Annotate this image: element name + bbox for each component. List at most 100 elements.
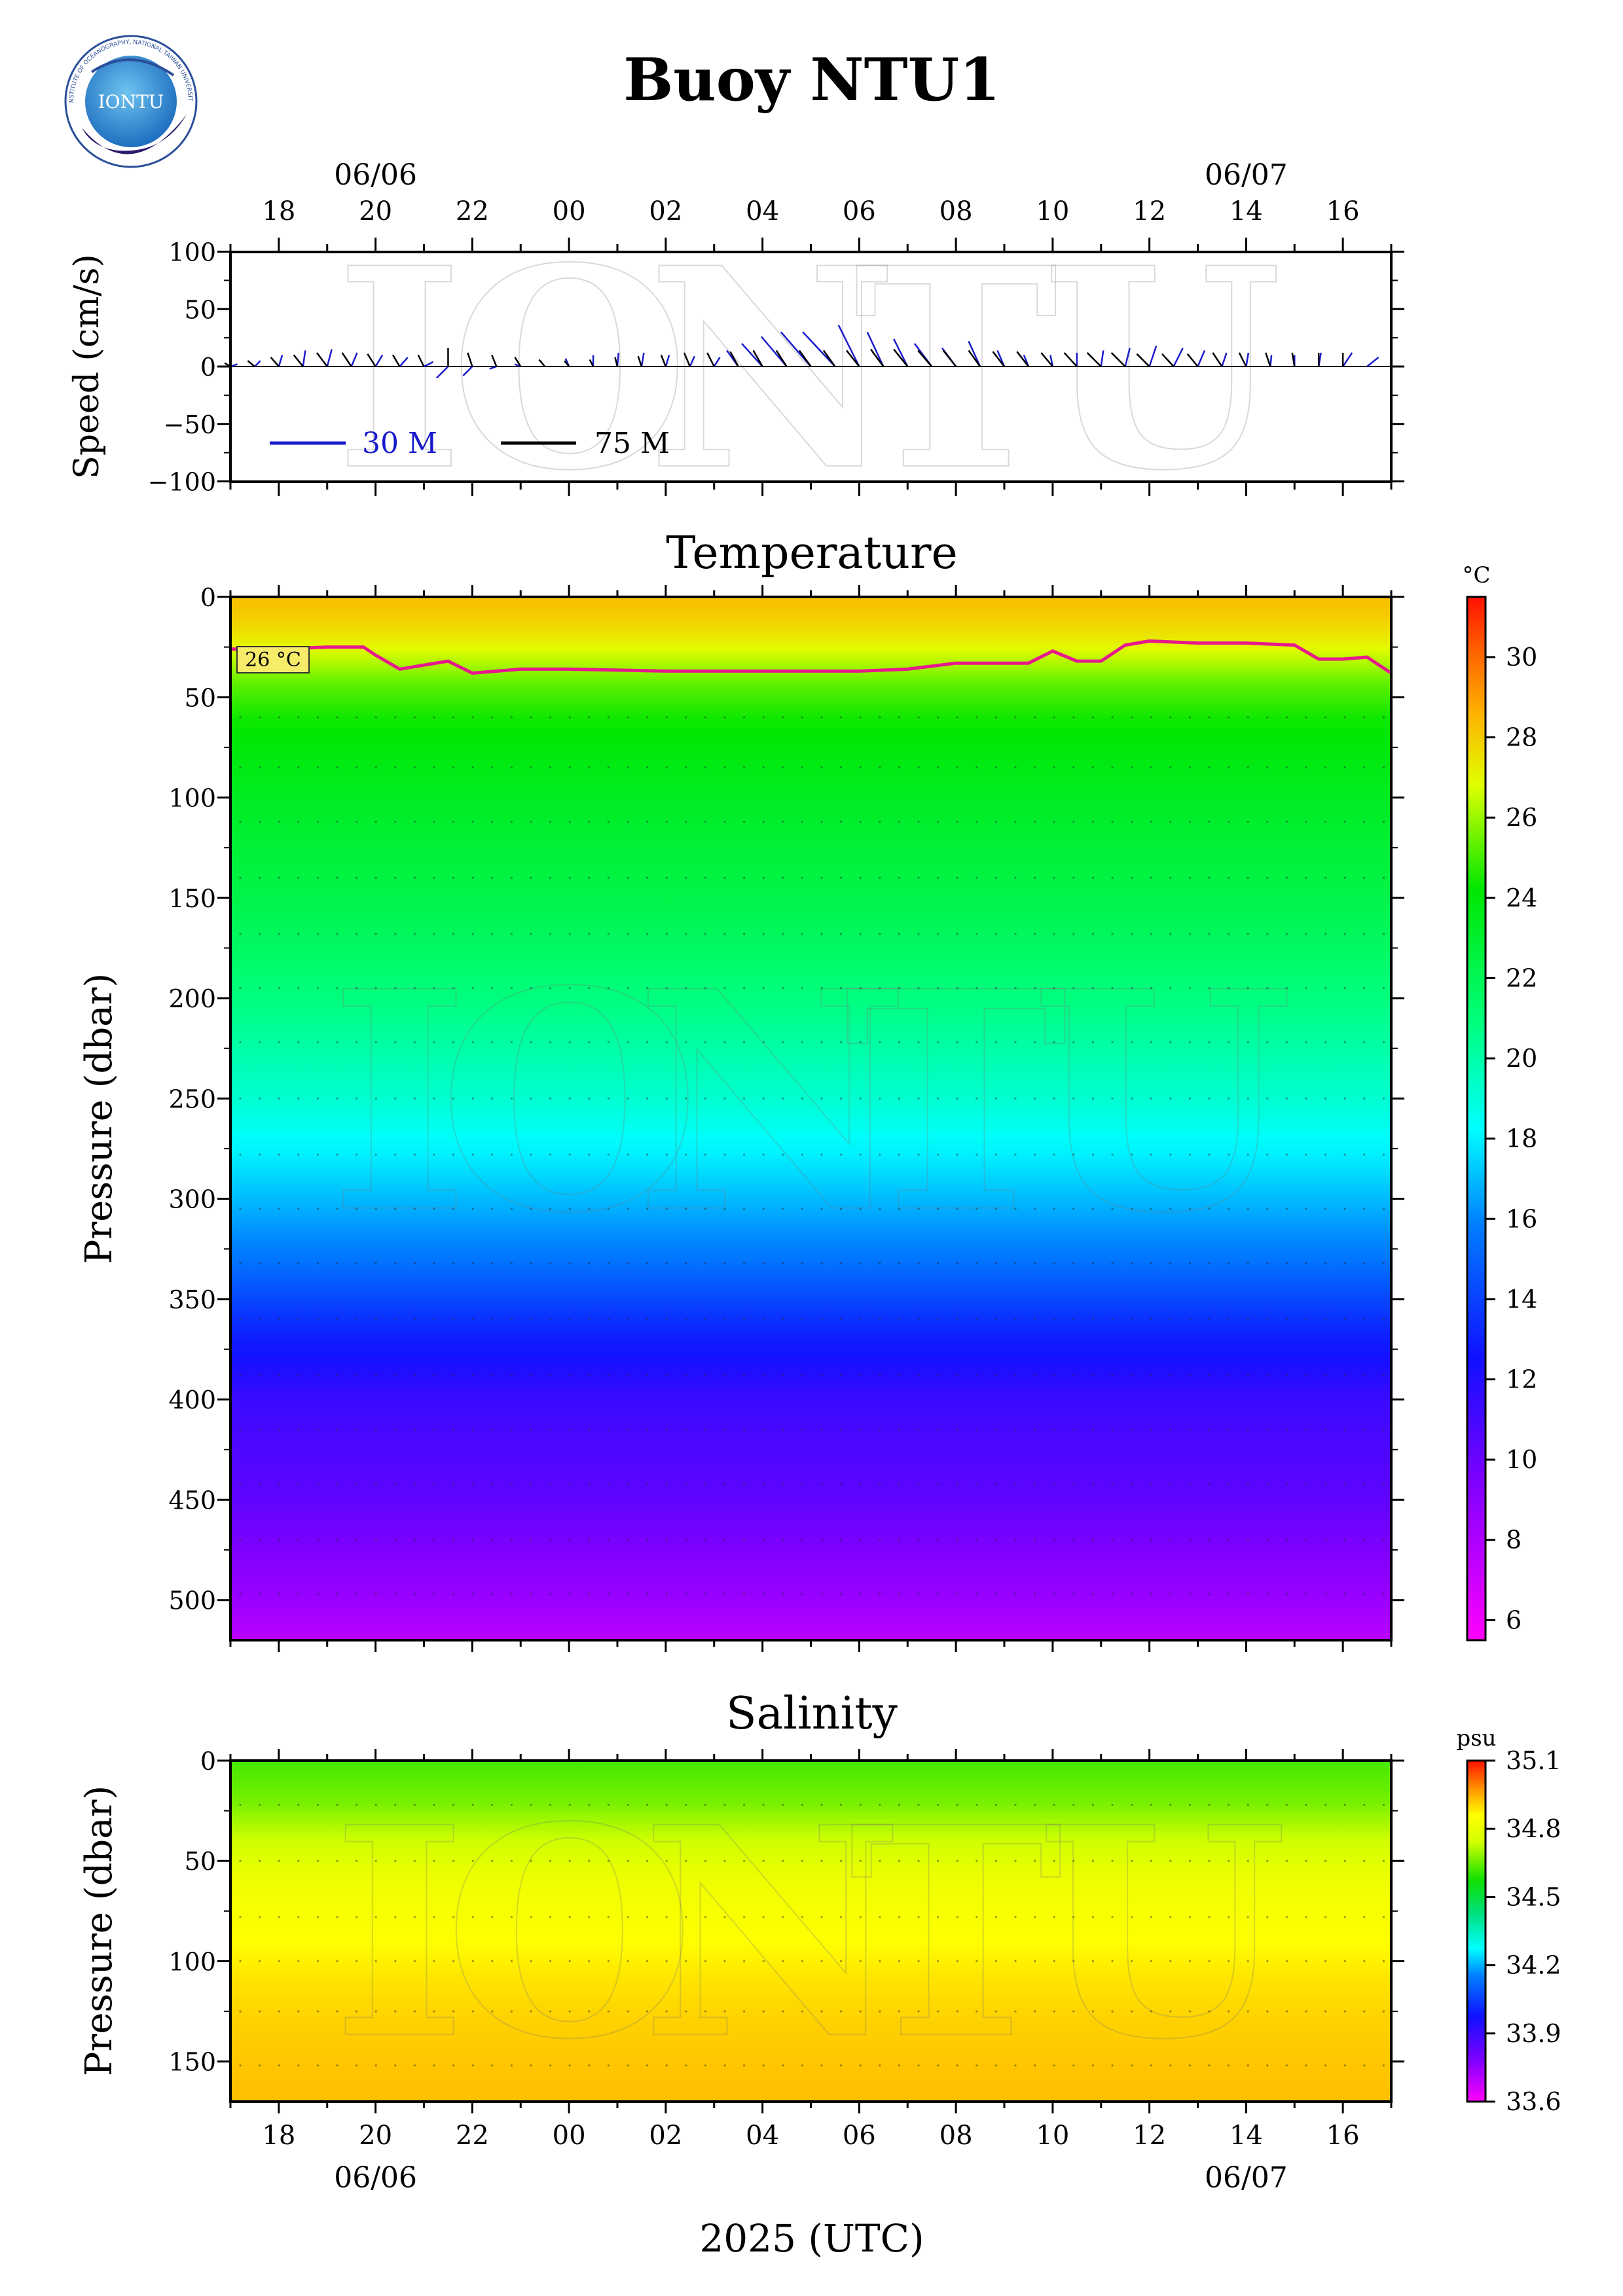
temperature-colorbar-tick: 28 (1506, 723, 1537, 752)
watermark-letter: O (439, 926, 701, 1280)
temperature-colorbar-tick: 10 (1506, 1445, 1537, 1474)
current-stick-75m (1186, 353, 1199, 367)
current-stick-75m (846, 350, 860, 367)
y-tick-label: 200 (168, 984, 216, 1013)
watermark-letter: U (1030, 926, 1293, 1280)
y-tick-label: 50 (185, 295, 216, 324)
current-stick-30m (1197, 350, 1206, 367)
current-stick-30m (802, 331, 836, 367)
bottom-hour-tick-label: 00 (553, 2121, 586, 2151)
current-stick-30m (741, 343, 763, 367)
current-stick-75m (514, 357, 522, 367)
current-stick-75m (637, 355, 643, 367)
speed-sticks (224, 325, 1379, 379)
current-stick-30m (1148, 346, 1158, 367)
current-stick-75m (660, 354, 667, 367)
bottom-date-label: 06/07 (1205, 2161, 1288, 2195)
current-stick-75m (293, 354, 304, 367)
top-date-label: 06/06 (334, 158, 417, 192)
current-stick-75m (491, 354, 498, 367)
current-stick-30m (1100, 350, 1104, 367)
temperature-colorbar-tick: 24 (1506, 884, 1537, 912)
current-stick-75m (467, 352, 473, 367)
y-tick-label: −100 (148, 468, 216, 497)
current-stick-75m (564, 360, 570, 367)
current-stick-75m (1040, 352, 1053, 367)
speed-watermark: IONTU (335, 208, 1283, 532)
figure-title: Buoy NTU1 (623, 45, 1000, 115)
temperature-colorbar-tick: 6 (1506, 1605, 1522, 1634)
temperature-colorbar-tick: 18 (1506, 1124, 1537, 1153)
temperature-title: Temperature (666, 528, 958, 579)
temperature-colorbar-tick: 20 (1506, 1044, 1537, 1073)
current-stick-30m (689, 355, 695, 367)
current-stick-75m (1265, 352, 1271, 367)
current-stick-30m (893, 338, 909, 367)
salinity-watermark: IONTU (331, 1763, 1288, 2103)
current-stick-75m (706, 352, 715, 367)
current-stick-30m (1049, 355, 1054, 367)
temperature-colorbar-unit: °C (1462, 562, 1490, 588)
current-stick-30m (837, 325, 860, 367)
y-tick-label: 150 (168, 884, 216, 913)
current-stick-75m (247, 360, 255, 367)
isotherm-label-text: 26 °C (245, 649, 301, 672)
y-tick-label: 300 (168, 1185, 216, 1214)
current-stick-30m (326, 349, 333, 367)
y-tick-label: 400 (168, 1386, 216, 1414)
watermark-letter: O (450, 209, 689, 531)
current-stick-75m (683, 352, 691, 367)
top-hour-tick-label: 12 (1133, 196, 1166, 226)
current-stick-75m (775, 350, 788, 367)
current-stick-30m (302, 350, 306, 367)
watermark-letter: T (848, 1764, 1063, 2102)
y-tick-label: −50 (164, 410, 216, 439)
salinity-sample-dots (239, 1803, 1385, 2067)
top-hour-tick-label: 06 (843, 196, 876, 226)
current-stick-30m (489, 365, 497, 370)
current-stick-30m (1124, 348, 1131, 367)
current-stick-75m (752, 350, 763, 367)
bottom-hour-tick-label: 20 (359, 2121, 392, 2151)
top-hour-tick-label: 04 (746, 196, 779, 226)
watermark-letter: T (854, 209, 1059, 531)
y-tick-label: 100 (168, 238, 216, 267)
top-hour-tick-label: 20 (359, 196, 392, 226)
current-stick-75m (341, 352, 352, 367)
salinity-field (230, 1761, 1391, 2102)
salinity-colorbar-unit: psu (1456, 1725, 1496, 1751)
bottom-hour-tick-label: 08 (939, 2121, 973, 2151)
salinity-colorbar-tick: 34.2 (1506, 1951, 1561, 1980)
watermark-letter: I (335, 209, 464, 531)
top-hour-tick-label: 16 (1326, 196, 1360, 226)
current-stick-75m (614, 357, 619, 367)
current-stick-30m (254, 360, 261, 367)
current-stick-75m (822, 350, 836, 367)
current-stick-30m (374, 354, 384, 367)
watermark-letter: U (1042, 209, 1282, 531)
current-stick-75m (729, 351, 739, 367)
current-stick-75m (942, 350, 957, 367)
current-stick-75m (798, 350, 812, 367)
current-stick-75m (392, 354, 401, 367)
y-tick-label: 0 (200, 1747, 216, 1776)
temperature-colorbar-tick: 12 (1506, 1365, 1537, 1394)
salinity-panel: Salinity IONTU 0 50 100 150 18 20 22 00 02 04 06 0… (78, 1688, 1561, 2195)
temperature-colorbar-tick: 30 (1506, 643, 1537, 672)
temperature-colorbar-tick: 16 (1506, 1204, 1537, 1233)
top-hour-tick-label: 02 (649, 196, 682, 226)
current-stick-30m (1342, 352, 1353, 367)
current-stick-30m (423, 361, 434, 368)
current-stick-30m (1221, 352, 1228, 367)
current-stick-75m (367, 353, 376, 367)
current-stick-75m (1212, 352, 1223, 367)
current-stick-30m (640, 352, 645, 367)
y-tick-label: 150 (168, 2048, 216, 2077)
current-stick-30m (1245, 352, 1250, 367)
top-date-label: 06/07 (1205, 158, 1288, 192)
current-stick-30m (278, 355, 283, 367)
top-hour-tick-label: 14 (1230, 196, 1263, 226)
y-tick-label: 250 (168, 1085, 216, 1113)
current-stick-30m (1366, 356, 1379, 367)
salinity-title: Salinity (726, 1688, 898, 1740)
